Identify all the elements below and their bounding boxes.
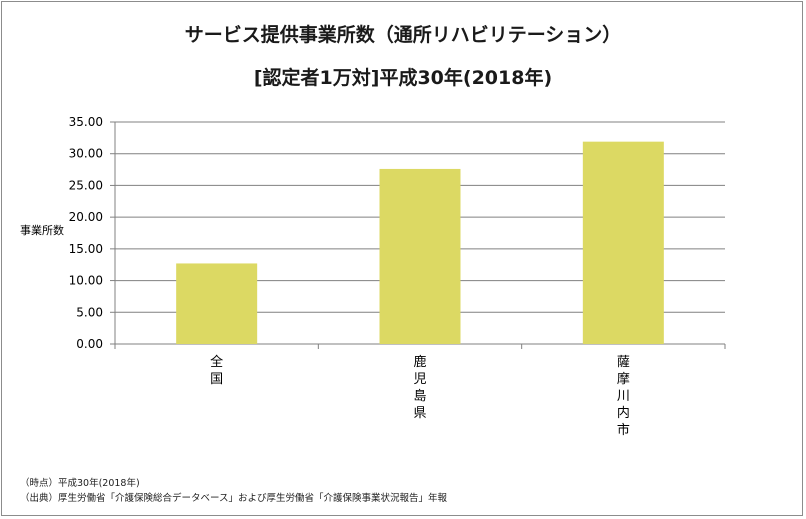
bar <box>582 141 664 344</box>
y-tick-label: 35.00 <box>69 115 103 129</box>
chart-title: サービス提供事業所数（通所リハビリテーション） <box>184 24 622 46</box>
y-tick-label: 30.00 <box>69 147 103 161</box>
y-axis-label: 事業所数 <box>20 224 64 237</box>
x-tick-label: 薩摩川内市 <box>617 355 630 438</box>
bar-chart: 0.00 5.00 10.00 15.00 20.00 25.00 30.00 35.00 全国… <box>69 115 726 438</box>
bar <box>379 168 461 344</box>
y-tick-label: 25.00 <box>69 178 103 192</box>
bar <box>176 263 258 344</box>
y-tick-label: 5.00 <box>76 305 103 319</box>
x-tick-label: 鹿児島県 <box>413 354 426 421</box>
chart-subtitle: [認定者1万対]平成30年(2018年) <box>253 67 553 89</box>
y-tick-label: 15.00 <box>69 242 103 256</box>
y-tick-label: 0.00 <box>76 337 103 351</box>
y-tick-label: 10.00 <box>69 274 103 288</box>
note-source: （出典）厚生労働省「介護保険総合データベース」および厚生労働省「介護保険事業状況… <box>20 493 448 504</box>
y-tick-label: 20.00 <box>69 210 103 224</box>
note-timepoint: （時点）平成30年(2018年) <box>20 478 140 489</box>
x-tick-label: 全国 <box>210 354 223 387</box>
